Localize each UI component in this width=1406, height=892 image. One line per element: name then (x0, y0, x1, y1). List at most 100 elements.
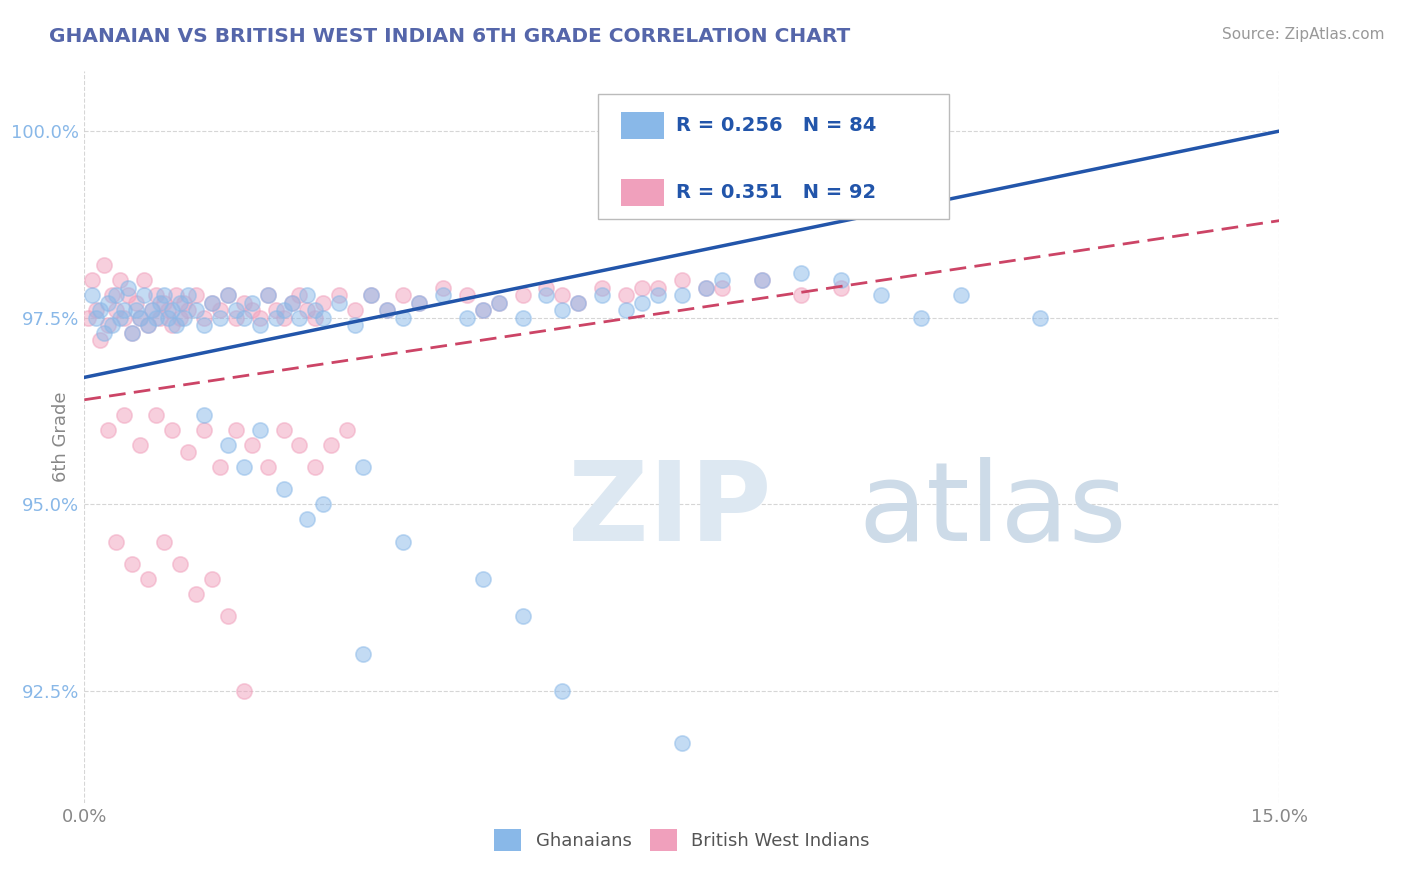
Point (117, 281, 139, 295)
Point (193, 318, 215, 332)
Point (273, 303, 295, 318)
Point (256, 288, 278, 302)
Point (256, 288, 278, 302)
Point (432, 288, 454, 302)
Point (288, 437, 311, 451)
Text: Source: ZipAtlas.com: Source: ZipAtlas.com (1222, 27, 1385, 42)
Point (631, 281, 654, 295)
Point (297, 512, 319, 526)
Point (512, 310, 534, 325)
Point (240, 437, 263, 451)
Point (184, 587, 207, 601)
Point (256, 459, 278, 474)
Point (567, 295, 589, 310)
Point (512, 288, 534, 302)
Point (232, 459, 254, 474)
Point (232, 683, 254, 698)
Point (125, 303, 148, 318)
Point (110, 310, 132, 325)
Point (280, 295, 302, 310)
Point (232, 310, 254, 325)
Point (121, 557, 143, 571)
Point (392, 310, 415, 325)
Point (101, 288, 124, 302)
Point (145, 288, 167, 302)
Point (86, 303, 108, 318)
Point (710, 273, 733, 287)
Point (471, 303, 494, 318)
Text: R = 0.256   N = 84: R = 0.256 N = 84 (676, 116, 877, 136)
Point (208, 459, 231, 474)
Point (288, 288, 311, 302)
Point (225, 303, 247, 318)
Point (184, 288, 207, 302)
Point (177, 445, 200, 459)
Legend: Ghanaians, British West Indians: Ghanaians, British West Indians (485, 820, 879, 860)
Point (160, 318, 183, 332)
Point (153, 295, 176, 310)
Point (177, 303, 200, 318)
Point (297, 303, 319, 318)
Point (671, 288, 693, 302)
Point (328, 288, 350, 302)
Point (830, 281, 852, 295)
Point (201, 295, 224, 310)
Point (225, 310, 247, 325)
Point (165, 318, 187, 332)
Text: atlas: atlas (859, 457, 1126, 564)
Y-axis label: 6th Grade: 6th Grade (52, 392, 70, 483)
Point (193, 408, 215, 422)
Point (870, 288, 893, 302)
Point (240, 303, 263, 318)
Point (249, 423, 271, 437)
Point (169, 557, 191, 571)
Point (173, 295, 195, 310)
Point (149, 310, 172, 325)
Point (149, 295, 172, 310)
Point (312, 295, 335, 310)
Point (273, 310, 295, 325)
Point (93, 326, 115, 340)
Point (145, 310, 167, 325)
Point (112, 408, 135, 422)
Point (312, 310, 335, 325)
Point (456, 310, 478, 325)
Point (312, 497, 335, 511)
Point (471, 572, 494, 586)
Point (136, 318, 159, 332)
Point (217, 288, 239, 302)
Point (695, 281, 717, 295)
Point (671, 736, 693, 750)
Point (297, 288, 319, 302)
Point (647, 281, 669, 295)
Point (232, 295, 254, 310)
Point (89, 333, 111, 347)
Point (105, 303, 128, 318)
Point (125, 295, 148, 310)
Point (184, 303, 207, 318)
Point (112, 310, 135, 325)
Point (392, 534, 415, 549)
Point (97, 318, 120, 332)
Point (1029, 310, 1052, 325)
Point (328, 295, 350, 310)
Point (208, 303, 231, 318)
Point (647, 288, 669, 302)
Point (830, 273, 852, 287)
Point (157, 303, 180, 318)
Point (536, 288, 558, 302)
Point (112, 303, 135, 318)
Point (86, 310, 108, 325)
Point (82, 288, 104, 302)
Point (101, 318, 124, 332)
Point (240, 295, 263, 310)
Point (304, 303, 326, 318)
Point (456, 288, 478, 302)
Point (614, 303, 637, 318)
Point (201, 572, 224, 586)
Point (614, 288, 637, 302)
Point (336, 423, 359, 437)
Point (375, 303, 398, 318)
Point (360, 288, 382, 302)
Point (631, 295, 654, 310)
